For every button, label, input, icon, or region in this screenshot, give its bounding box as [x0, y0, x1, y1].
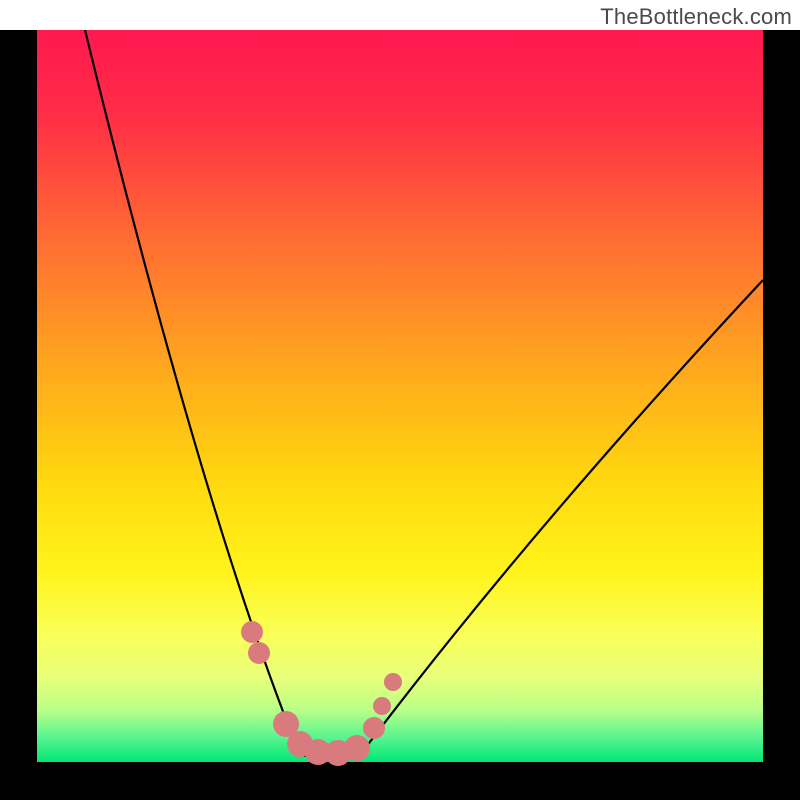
bottleneck-chart	[0, 0, 800, 800]
data-marker	[373, 697, 391, 715]
data-marker	[241, 621, 263, 643]
chart-stage: TheBottleneck.com	[0, 0, 800, 800]
data-marker	[363, 717, 385, 739]
data-marker	[248, 642, 270, 664]
data-marker	[384, 673, 402, 691]
data-marker	[344, 735, 370, 761]
gradient-background	[37, 30, 763, 762]
watermark-text: TheBottleneck.com	[600, 4, 792, 30]
